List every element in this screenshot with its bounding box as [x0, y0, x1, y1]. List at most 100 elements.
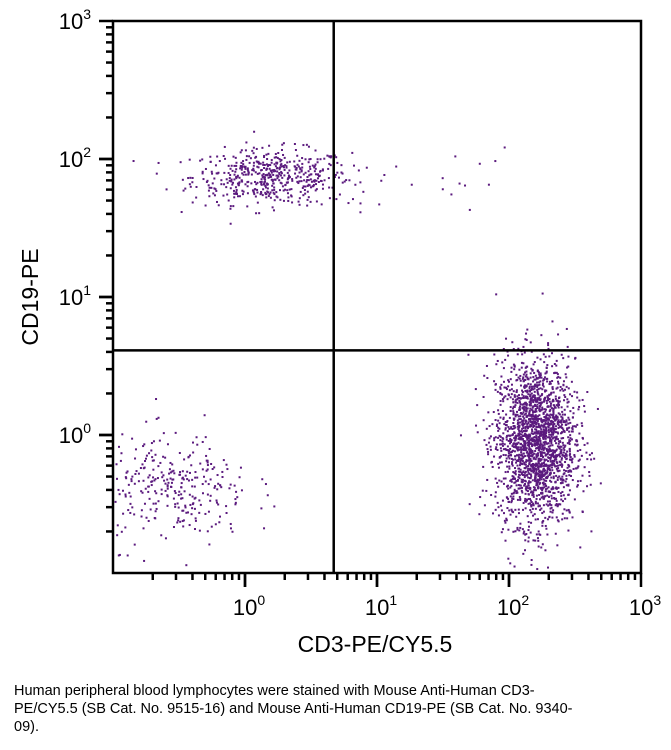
- data-point: [542, 478, 545, 481]
- data-point: [206, 179, 209, 182]
- data-point: [205, 181, 208, 184]
- data-point: [511, 407, 514, 410]
- data-point: [576, 423, 579, 426]
- data-point: [546, 396, 549, 399]
- data-point: [568, 448, 571, 451]
- data-point: [545, 503, 548, 506]
- data-point: [270, 171, 273, 174]
- data-point: [552, 424, 555, 427]
- data-point: [516, 528, 519, 531]
- data-point: [507, 452, 510, 455]
- data-point: [256, 201, 259, 204]
- data-point: [510, 388, 513, 391]
- data-point: [537, 371, 540, 374]
- data-point: [245, 141, 248, 144]
- data-point: [172, 526, 175, 529]
- data-point: [555, 465, 558, 468]
- data-point: [561, 410, 564, 413]
- data-point: [523, 476, 526, 479]
- data-point: [547, 467, 550, 470]
- data-point: [283, 168, 286, 171]
- data-point: [147, 490, 150, 493]
- data-point: [526, 407, 529, 410]
- data-point: [507, 394, 510, 397]
- data-point: [287, 174, 290, 177]
- data-point: [120, 452, 123, 455]
- data-point: [180, 486, 183, 489]
- data-point: [588, 453, 591, 456]
- data-point: [549, 382, 552, 385]
- data-point: [250, 182, 253, 185]
- data-point: [519, 468, 522, 471]
- data-point: [177, 519, 180, 522]
- data-point: [193, 507, 196, 510]
- data-point: [526, 469, 529, 472]
- data-point: [232, 181, 235, 184]
- data-point: [264, 180, 267, 183]
- data-point: [583, 443, 586, 446]
- data-point: [541, 491, 544, 494]
- data-point: [534, 480, 537, 483]
- data-point: [275, 191, 278, 194]
- data-point: [201, 170, 204, 173]
- data-point: [178, 451, 181, 454]
- data-point: [517, 376, 520, 379]
- data-point: [586, 391, 589, 394]
- data-point: [539, 380, 542, 383]
- data-point: [502, 347, 505, 350]
- data-point: [541, 454, 544, 457]
- data-point: [527, 421, 530, 424]
- data-point: [516, 413, 519, 416]
- data-point: [273, 186, 276, 189]
- data-point: [551, 461, 554, 464]
- data-point: [533, 467, 536, 470]
- data-point: [536, 381, 539, 384]
- data-point: [313, 166, 316, 169]
- data-point: [558, 503, 561, 506]
- data-point: [258, 162, 261, 165]
- data-point: [496, 423, 499, 426]
- data-point: [316, 161, 319, 164]
- data-point: [517, 396, 520, 399]
- data-point: [566, 427, 569, 430]
- data-point: [341, 172, 344, 175]
- data-point: [534, 475, 537, 478]
- data-point: [256, 188, 259, 191]
- data-point: [501, 442, 504, 445]
- data-point: [493, 437, 496, 440]
- data-point: [155, 492, 158, 495]
- data-point: [529, 398, 532, 401]
- data-point: [541, 524, 544, 527]
- data-point: [233, 484, 236, 487]
- data-point: [312, 183, 315, 186]
- data-point: [483, 439, 486, 442]
- data-point: [194, 471, 197, 474]
- data-point: [499, 416, 502, 419]
- data-point: [209, 494, 212, 497]
- data-point: [246, 192, 249, 195]
- data-point: [507, 461, 510, 464]
- data-point: [504, 427, 507, 430]
- data-point: [569, 410, 572, 413]
- data-point: [272, 209, 275, 212]
- data-point: [513, 450, 516, 453]
- data-point: [257, 160, 260, 163]
- data-point: [517, 476, 520, 479]
- data-point: [519, 497, 522, 500]
- data-point: [551, 365, 554, 368]
- data-point: [547, 466, 550, 469]
- data-point: [272, 170, 275, 173]
- data-point: [225, 178, 228, 181]
- data-point: [586, 458, 589, 461]
- data-point: [213, 194, 216, 197]
- data-point: [150, 480, 153, 483]
- data-point: [282, 166, 285, 169]
- data-point: [525, 406, 528, 409]
- data-point: [284, 188, 287, 191]
- data-point: [519, 484, 522, 487]
- data-point: [527, 393, 530, 396]
- data-point: [248, 161, 251, 164]
- data-point: [307, 183, 310, 186]
- data-point: [515, 461, 518, 464]
- data-point: [521, 420, 524, 423]
